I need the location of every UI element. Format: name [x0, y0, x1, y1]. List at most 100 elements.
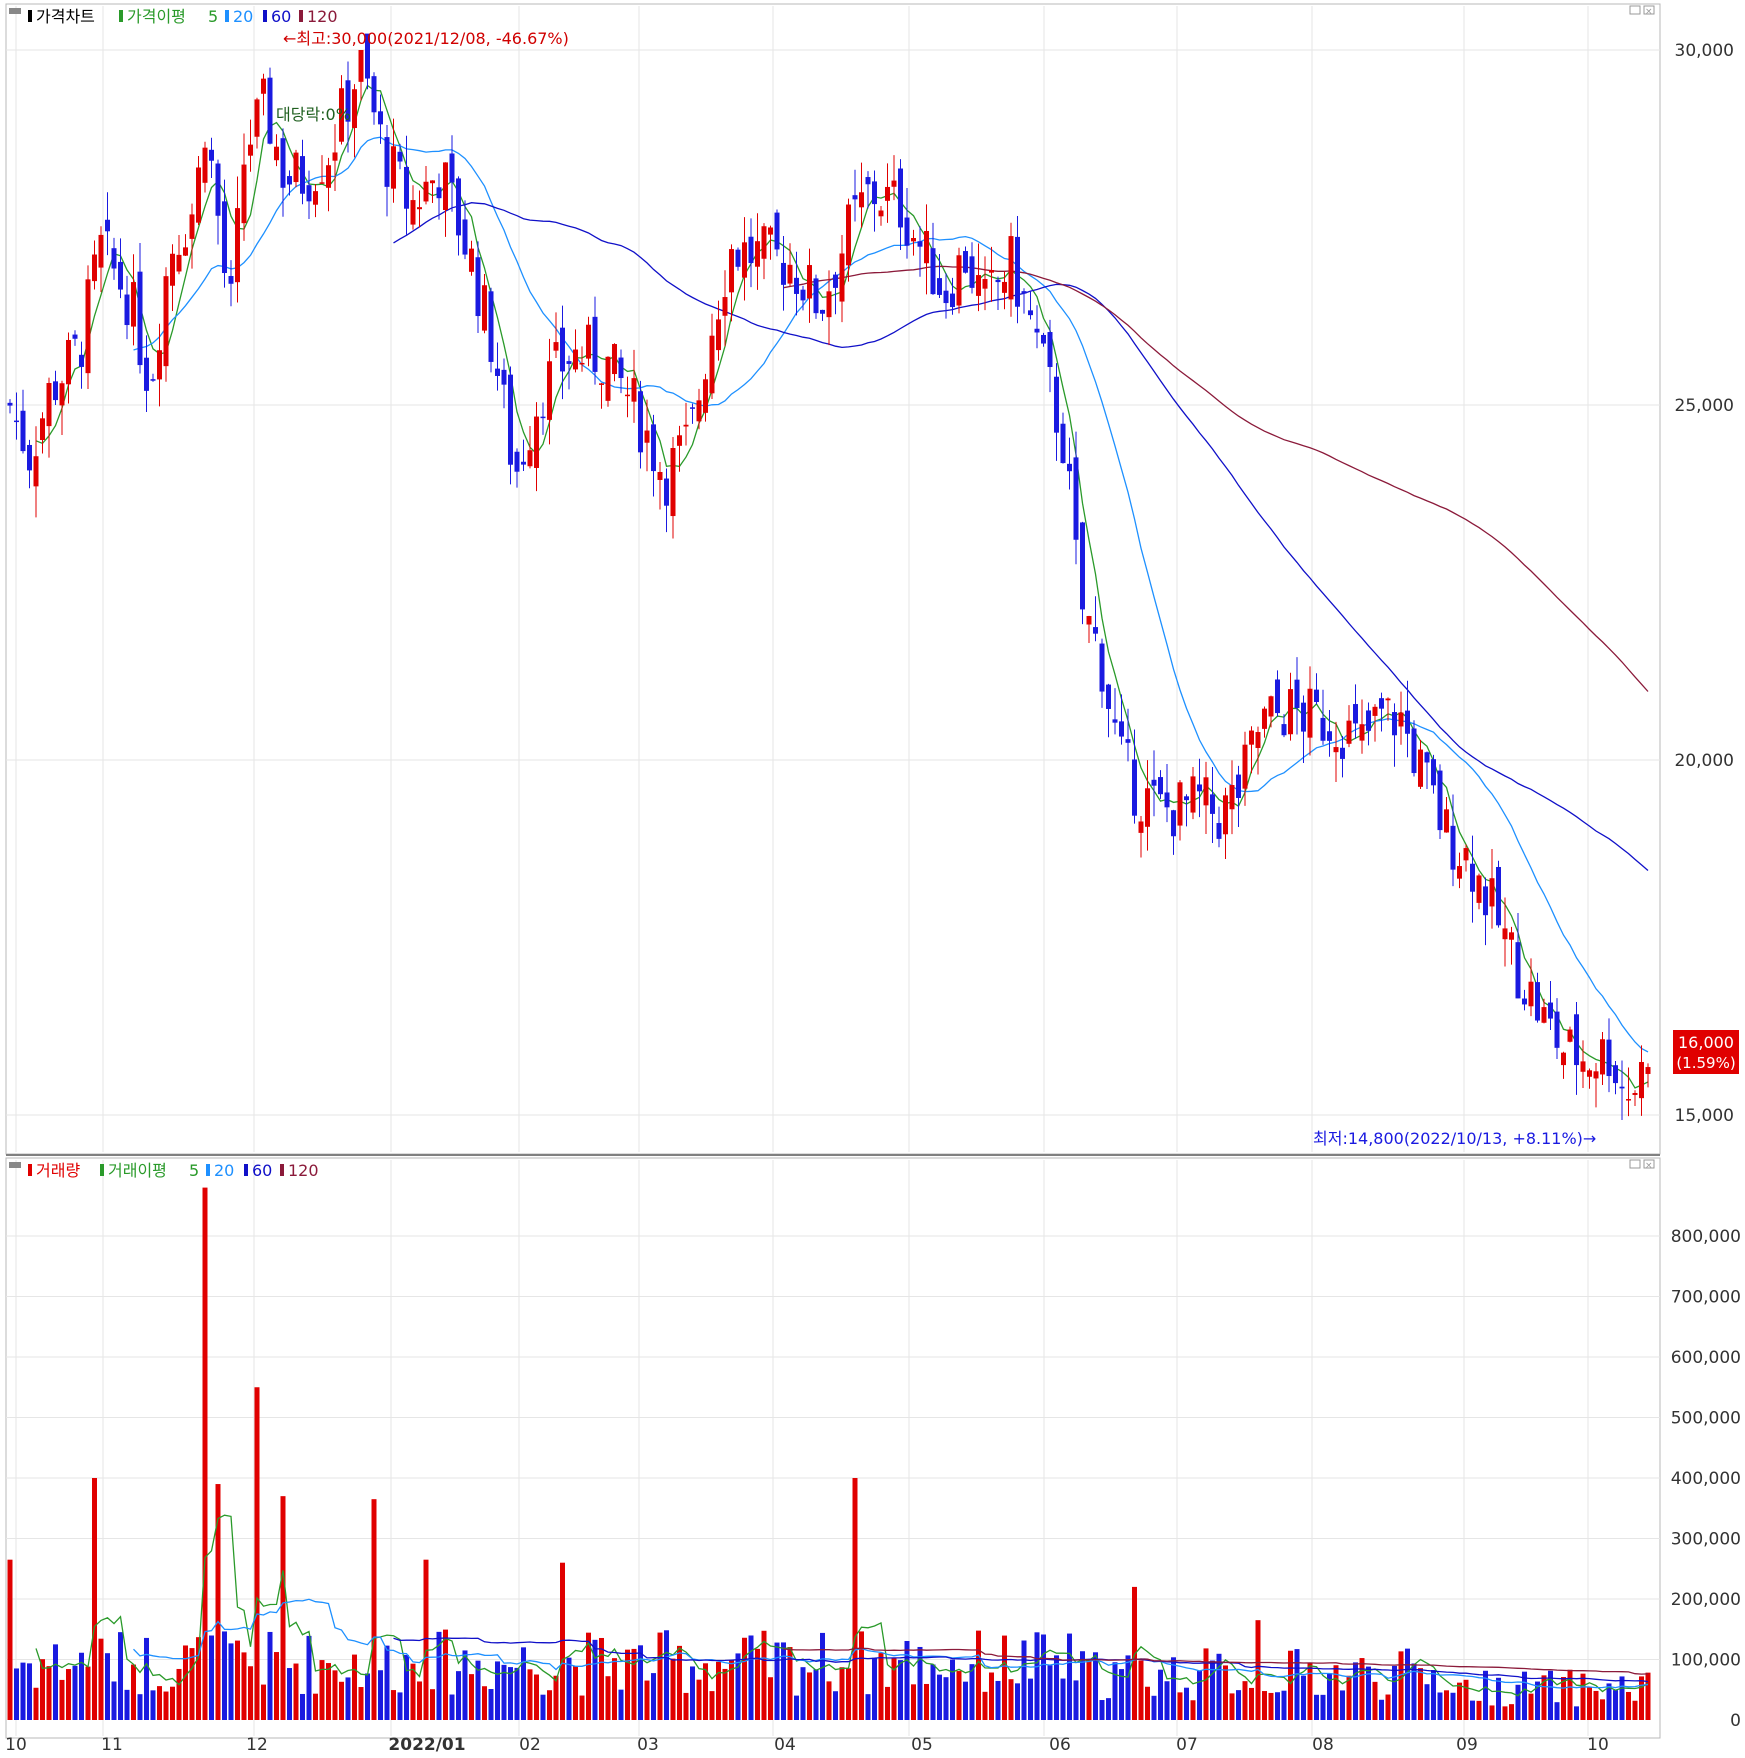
volume-bar: [1385, 1694, 1391, 1720]
volume-bar: [1340, 1690, 1345, 1720]
x-month-label: 08: [1312, 1735, 1334, 1754]
svg-text:(1.59%): (1.59%): [1676, 1054, 1735, 1072]
candle-body: [196, 167, 201, 223]
candle-body: [1483, 886, 1488, 916]
candle-body: [1119, 721, 1124, 737]
volume-bar: [657, 1632, 663, 1720]
volume-panel-controls[interactable]: ×: [1629, 1159, 1655, 1171]
volume-bar: [287, 1668, 292, 1720]
volume-bar: [131, 1664, 136, 1720]
candle-body: [1262, 708, 1267, 729]
candle-body: [1307, 688, 1313, 738]
volume-y-tick: 300,000: [1671, 1530, 1741, 1550]
volume-y-tick: 700,000: [1671, 1288, 1741, 1308]
candle-body: [872, 181, 877, 205]
volume-bar: [1431, 1670, 1436, 1720]
panel-menu-icon[interactable]: [9, 1162, 21, 1168]
volume-bar: [202, 1187, 208, 1720]
candle-body: [228, 276, 234, 284]
volume-bar: [475, 1660, 481, 1720]
candle-body: [904, 217, 910, 246]
volume-bar: [534, 1674, 539, 1720]
volume-y-tick: 100,000: [1671, 1651, 1741, 1671]
panel-menu-icon[interactable]: [9, 8, 21, 14]
volume-bar: [293, 1663, 299, 1720]
volume-bar: [1398, 1651, 1404, 1720]
volume-bar: [1008, 1679, 1014, 1720]
volume-bar: [1489, 1705, 1495, 1720]
volume-bar: [917, 1646, 923, 1720]
candle-body: [1639, 1062, 1644, 1099]
x-month-label: 10: [1587, 1735, 1609, 1754]
volume-bar: [1171, 1657, 1176, 1720]
high-annotation: ←최고:30,000(2021/12/08, -46.67%): [283, 29, 569, 48]
volume-bar: [1314, 1694, 1319, 1720]
volume-bar: [1476, 1700, 1482, 1720]
candle-body: [579, 362, 585, 365]
svg-text:120: 120: [288, 1161, 319, 1180]
volume-bar: [1216, 1653, 1222, 1720]
volume-bar: [157, 1686, 162, 1720]
volume-bar: [1164, 1681, 1170, 1720]
volume-bar: [755, 1648, 760, 1720]
ma60-line: [393, 202, 1649, 871]
candle-body: [1437, 770, 1443, 831]
volume-bar: [1223, 1665, 1228, 1720]
volume-bar: [1190, 1700, 1196, 1720]
volume-bar: [638, 1645, 643, 1720]
candle-body: [163, 276, 169, 367]
candle-body: [40, 418, 45, 441]
candle-body: [358, 50, 364, 82]
volume-bar: [27, 1663, 32, 1720]
volume-bar: [1606, 1683, 1612, 1720]
volume-bar: [1119, 1669, 1124, 1720]
candle-body: [1431, 759, 1436, 786]
candle-body: [1216, 823, 1222, 839]
volume-bar: [1470, 1700, 1475, 1720]
volume-bar: [956, 1671, 962, 1720]
candle-body: [176, 254, 182, 272]
candle-body: [1333, 747, 1339, 753]
volume-bar: [1327, 1673, 1332, 1720]
volume-bar: [118, 1632, 123, 1720]
candle-body: [657, 471, 663, 480]
candle-body: [950, 293, 955, 308]
candle-body: [514, 451, 520, 472]
candle-body: [1067, 463, 1072, 472]
candle-body: [410, 200, 416, 225]
candle-body: [1392, 712, 1397, 736]
candle-body: [1242, 744, 1248, 789]
candle-body: [1444, 809, 1449, 833]
candle-body: [1314, 689, 1319, 703]
candle-body: [683, 424, 689, 427]
candle-body: [833, 274, 838, 288]
price-y-tick: 25,000: [1675, 396, 1734, 416]
candle-body: [1515, 942, 1521, 999]
candle-body: [508, 374, 513, 465]
price-panel-controls[interactable]: ×: [1629, 5, 1655, 17]
volume-bar: [677, 1645, 682, 1720]
volume-bar: [1080, 1651, 1085, 1720]
candle-body: [709, 335, 715, 394]
svg-text:60: 60: [271, 7, 291, 26]
volume-bar: [748, 1635, 754, 1720]
volume-bar: [781, 1642, 786, 1720]
price-y-tick: 15,000: [1675, 1106, 1734, 1126]
volume-bar: [1587, 1687, 1592, 1720]
volume-bar: [1158, 1669, 1163, 1720]
volume-ma5-line: [35, 1514, 1649, 1697]
candle-body: [1359, 724, 1365, 741]
volume-bar: [1626, 1691, 1631, 1720]
volume-bar: [371, 1499, 377, 1720]
x-month-label: 06: [1049, 1735, 1071, 1754]
candle-body: [677, 435, 682, 446]
candle-body: [865, 177, 871, 185]
x-month-label: 11: [101, 1735, 123, 1754]
candle-body: [430, 180, 435, 184]
candle-body: [1619, 1086, 1625, 1089]
candle-body: [547, 361, 552, 420]
candle-body: [501, 369, 507, 385]
volume-bar: [1333, 1665, 1339, 1720]
volume-bar: [1203, 1648, 1209, 1720]
candle-body: [651, 424, 656, 472]
